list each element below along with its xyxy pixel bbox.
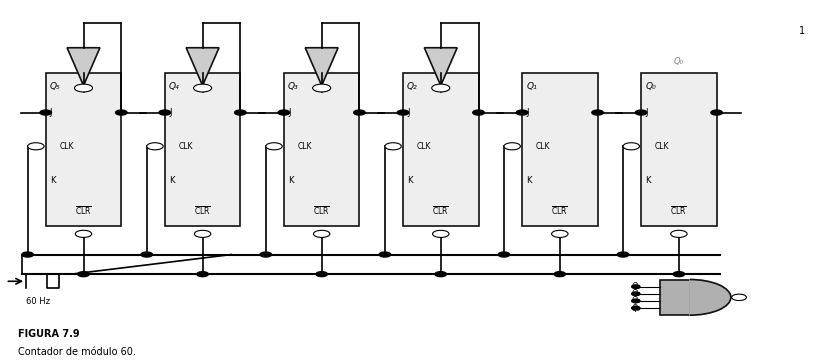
- Circle shape: [551, 230, 568, 238]
- Text: Q₂: Q₂: [632, 282, 641, 291]
- Text: Q₃: Q₃: [288, 82, 299, 91]
- Text: K: K: [288, 175, 293, 184]
- Text: J: J: [288, 108, 291, 117]
- Text: J: J: [407, 108, 410, 117]
- Circle shape: [623, 143, 639, 150]
- Text: $\overline{\mathrm{CLR}}$: $\overline{\mathrm{CLR}}$: [75, 206, 92, 218]
- FancyBboxPatch shape: [403, 73, 479, 226]
- Text: K: K: [527, 175, 531, 184]
- Text: J: J: [645, 108, 648, 117]
- Text: $\overline{\mathrm{CLR}}$: $\overline{\mathrm{CLR}}$: [551, 206, 569, 218]
- Circle shape: [235, 110, 246, 115]
- Text: CLK: CLK: [59, 142, 74, 151]
- Circle shape: [499, 252, 510, 257]
- Text: J: J: [527, 108, 529, 117]
- Circle shape: [28, 143, 44, 150]
- Text: J: J: [49, 108, 53, 117]
- Circle shape: [385, 143, 401, 150]
- Circle shape: [554, 272, 565, 277]
- Text: Q₀: Q₀: [674, 57, 684, 66]
- Circle shape: [312, 84, 330, 92]
- Text: FIGURA 7.9: FIGURA 7.9: [18, 330, 79, 339]
- Circle shape: [517, 110, 528, 115]
- Text: K: K: [49, 175, 55, 184]
- Circle shape: [435, 272, 447, 277]
- Circle shape: [313, 230, 330, 238]
- FancyBboxPatch shape: [165, 73, 241, 226]
- Circle shape: [194, 84, 212, 92]
- Text: Q₄: Q₄: [632, 296, 641, 305]
- Text: CLK: CLK: [536, 142, 550, 151]
- FancyBboxPatch shape: [284, 73, 359, 226]
- Text: Q₀: Q₀: [645, 82, 656, 91]
- Circle shape: [40, 110, 51, 115]
- Polygon shape: [305, 48, 338, 86]
- Text: K: K: [169, 175, 175, 184]
- Circle shape: [433, 230, 449, 238]
- Text: Q₅: Q₅: [49, 82, 61, 91]
- Text: $\overline{\mathrm{CLR}}$: $\overline{\mathrm{CLR}}$: [671, 206, 687, 218]
- FancyBboxPatch shape: [46, 73, 121, 226]
- Circle shape: [711, 110, 723, 115]
- Circle shape: [635, 110, 647, 115]
- Text: Q₅: Q₅: [632, 304, 641, 313]
- Circle shape: [115, 110, 127, 115]
- Text: $\overline{\mathrm{CLR}}$: $\overline{\mathrm{CLR}}$: [313, 206, 330, 218]
- Circle shape: [432, 84, 450, 92]
- Circle shape: [632, 292, 640, 296]
- Polygon shape: [424, 48, 457, 86]
- Circle shape: [316, 272, 327, 277]
- Circle shape: [197, 272, 208, 277]
- Circle shape: [592, 110, 603, 115]
- Circle shape: [77, 272, 89, 277]
- Text: CLK: CLK: [179, 142, 194, 151]
- Polygon shape: [67, 48, 100, 86]
- Text: $\overline{\mathrm{CLR}}$: $\overline{\mathrm{CLR}}$: [194, 206, 211, 218]
- Circle shape: [75, 230, 91, 238]
- Text: Q₄: Q₄: [169, 82, 180, 91]
- Text: CLK: CLK: [655, 142, 670, 151]
- Text: $\overline{\mathrm{CLR}}$: $\overline{\mathrm{CLR}}$: [433, 206, 449, 218]
- Circle shape: [74, 84, 92, 92]
- Text: Q₁: Q₁: [527, 82, 537, 91]
- Circle shape: [194, 230, 211, 238]
- Circle shape: [473, 110, 485, 115]
- Circle shape: [279, 110, 290, 115]
- FancyBboxPatch shape: [660, 279, 690, 315]
- Polygon shape: [186, 48, 219, 86]
- Circle shape: [147, 143, 163, 150]
- Text: K: K: [407, 175, 413, 184]
- Circle shape: [504, 143, 521, 150]
- Circle shape: [617, 252, 629, 257]
- Text: J: J: [169, 108, 171, 117]
- Text: CLK: CLK: [417, 142, 432, 151]
- Wedge shape: [690, 279, 731, 315]
- Text: 60 Hz: 60 Hz: [26, 297, 50, 306]
- Text: K: K: [645, 175, 651, 184]
- Text: 1: 1: [799, 26, 805, 36]
- Circle shape: [353, 110, 365, 115]
- Circle shape: [159, 110, 171, 115]
- Circle shape: [397, 110, 409, 115]
- FancyBboxPatch shape: [641, 73, 717, 226]
- Text: Contador de módulo 60.: Contador de módulo 60.: [18, 347, 136, 357]
- Text: Q₃: Q₃: [632, 289, 641, 298]
- Circle shape: [732, 294, 747, 301]
- Circle shape: [260, 252, 272, 257]
- FancyBboxPatch shape: [522, 73, 597, 226]
- Circle shape: [379, 252, 391, 257]
- Circle shape: [673, 272, 685, 277]
- Circle shape: [632, 285, 640, 288]
- Circle shape: [266, 143, 283, 150]
- Circle shape: [632, 299, 640, 303]
- Circle shape: [671, 230, 687, 238]
- Text: Q₂: Q₂: [407, 82, 418, 91]
- Circle shape: [141, 252, 152, 257]
- Circle shape: [22, 252, 34, 257]
- Text: CLK: CLK: [297, 142, 312, 151]
- Circle shape: [632, 306, 640, 310]
